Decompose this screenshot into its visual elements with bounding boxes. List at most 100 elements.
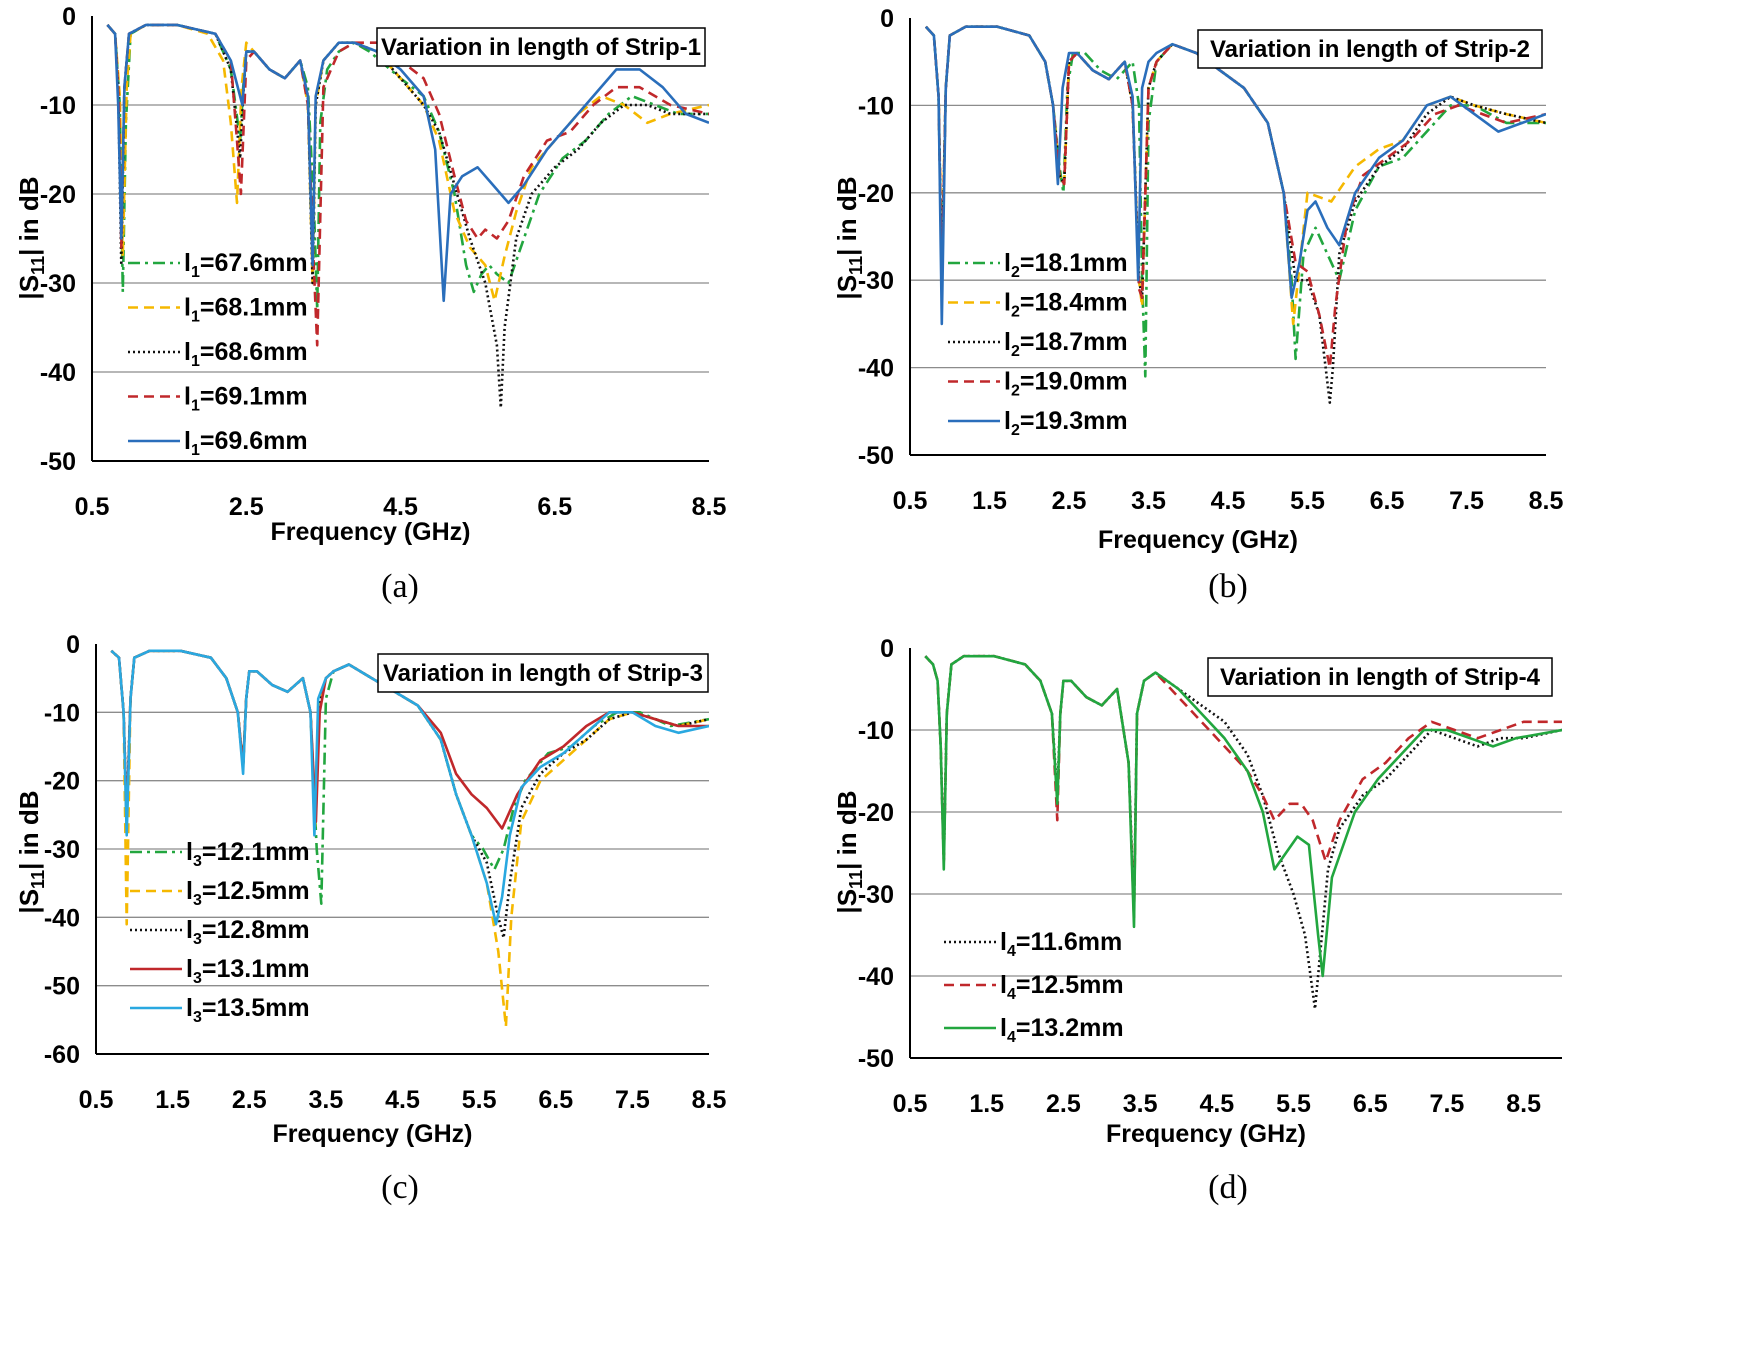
series-line [106,23,709,303]
x-tick-label: 5.5 [1276,1090,1311,1118]
x-tick-label: 3.5 [1131,487,1166,515]
panel-c: 0 -10 -20 -30 -40 -50 -60 0.5 1.5 2.5 3.5 4.5 5.5 6.5… [14,631,726,1206]
chart-title-box [377,653,709,693]
legend-label: l2=19.0mm [1004,368,1128,400]
x-axis-label: Frequency (GHz) [1098,526,1298,554]
series-line [924,25,1546,326]
x-tick-label: 8.5 [692,493,727,521]
panel-b: 0 -10 -20 -30 -40 -50 0.5 1.5 2.5 3.5 4.5 5.5 6.5 7.5… [832,5,1563,605]
x-tick-label: 6.5 [537,493,572,521]
series-line [924,654,1562,978]
plot-area [106,23,709,409]
x-axis-label: Frequency (GHz) [270,518,470,546]
y-tick-label: -40 [858,963,894,991]
panel-d: 0 -10 -20 -30 -40 -50 0.5 1.5 2.5 3.5 4.5 5.5 6.5 7.5… [832,635,1562,1206]
plot-area [110,649,709,1028]
y-tick-label: -40 [858,355,894,383]
y-tick-label: -50 [858,442,894,470]
x-tick-label: 2.5 [229,493,264,521]
chart-title-box [376,27,706,67]
y-tick-label: -10 [40,92,76,120]
x-tick-label: 0.5 [893,487,928,515]
chart-title-box [1197,29,1543,69]
y-tick-label: -40 [40,359,76,387]
y-tick-label: -20 [858,180,894,208]
x-tick-label: 2.5 [1046,1090,1081,1118]
legend-label: l3=13.5mm [186,994,310,1026]
y-tick-label: -30 [44,836,80,864]
x-tick-label: 8.5 [1529,487,1564,515]
legend-label: l2=18.1mm [1004,249,1128,281]
x-tick-label: 0.5 [79,1086,114,1114]
x-tick-label: 5.5 [462,1086,497,1114]
legend-label: l4=12.5mm [1000,971,1124,1003]
panel-a: 0 -10 -20 -30 -40 -50 0.5 2.5 4.5 6.5 8.5 Frequency… [14,3,726,605]
x-tick-label: 4.5 [1199,1090,1234,1118]
y-tick-label: -40 [44,904,80,932]
chart-title: Variation in length of Strip-2 [1210,36,1530,63]
x-tick-label: 1.5 [969,1090,1004,1118]
chart-title: Variation in length of Strip-3 [383,660,703,687]
x-tick-label: 0.5 [75,493,110,521]
legend-label: l2=18.7mm [1004,328,1128,360]
y-tick-label: 0 [66,631,80,659]
legend-label: l3=12.1mm [186,838,310,870]
y-axis-label: |S11| in dB [14,176,48,299]
legend-label: l1=68.1mm [184,294,308,326]
y-tick-label: -10 [44,699,80,727]
y-tick-label: -20 [44,768,80,796]
y-tick-label: -50 [40,448,76,476]
x-tick-label: 2.5 [1052,487,1087,515]
legend-label: l3=12.8mm [186,916,310,948]
legend-label: l2=18.4mm [1004,289,1128,321]
y-tick-label: -20 [858,799,894,827]
legend-label: l3=12.5mm [186,877,310,909]
y-axis-label: |S11| in dB [832,176,866,299]
y-tick-label: -30 [40,270,76,298]
legend-label: l1=67.6mm [184,249,308,281]
panel-caption: (d) [1208,1169,1248,1206]
legend-label: l4=13.2mm [1000,1014,1124,1046]
x-tick-label: 2.5 [232,1086,267,1114]
x-tick-label: 8.5 [692,1086,727,1114]
x-axis-label: Frequency (GHz) [1106,1120,1306,1148]
legend-label: l1=69.1mm [184,383,308,415]
series-line [106,23,709,347]
plot-area [924,25,1546,404]
y-tick-label: -60 [44,1041,80,1069]
y-tick-label: -30 [858,881,894,909]
panel-caption: (a) [381,568,419,605]
legend-label: l3=13.1mm [186,955,310,987]
series-line [106,23,709,409]
x-tick-label: 3.5 [308,1086,343,1114]
y-tick-label: -10 [858,717,894,745]
y-tick-label: 0 [880,635,894,663]
series-line [924,25,1546,378]
panel-caption: (b) [1208,568,1248,605]
x-tick-label: 6.5 [1353,1090,1388,1118]
x-tick-label: 6.5 [538,1086,573,1114]
y-tick-label: 0 [880,5,894,33]
chart-title: Variation in length of Strip-1 [381,34,701,61]
x-tick-label: 0.5 [893,1090,928,1118]
x-tick-label: 4.5 [385,1086,420,1114]
y-axis-label: |S11| in dB [14,790,48,913]
legend-label: l1=68.6mm [184,338,308,370]
x-tick-label: 4.5 [383,493,418,521]
y-tick-label: -20 [40,181,76,209]
y-tick-label: -10 [858,92,894,120]
y-tick-label: -30 [858,267,894,295]
x-tick-label: 8.5 [1506,1090,1541,1118]
x-tick-label: 7.5 [1449,487,1484,515]
chart-title-box [1207,657,1553,697]
x-tick-label: 6.5 [1370,487,1405,515]
y-axis-label: |S11| in dB [832,790,866,913]
x-tick-label: 3.5 [1123,1090,1158,1118]
legend-label: l2=19.3mm [1004,407,1128,439]
legend-label: l1=69.6mm [184,427,308,459]
x-tick-label: 7.5 [615,1086,650,1114]
x-tick-label: 5.5 [1290,487,1325,515]
x-axis-label: Frequency (GHz) [272,1120,472,1148]
series-line [110,649,709,926]
